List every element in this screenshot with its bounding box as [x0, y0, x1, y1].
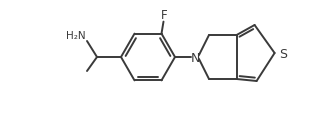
Text: S: S: [280, 47, 288, 60]
Text: H₂N: H₂N: [66, 31, 86, 41]
Text: F: F: [161, 9, 168, 21]
Text: N: N: [190, 51, 200, 64]
